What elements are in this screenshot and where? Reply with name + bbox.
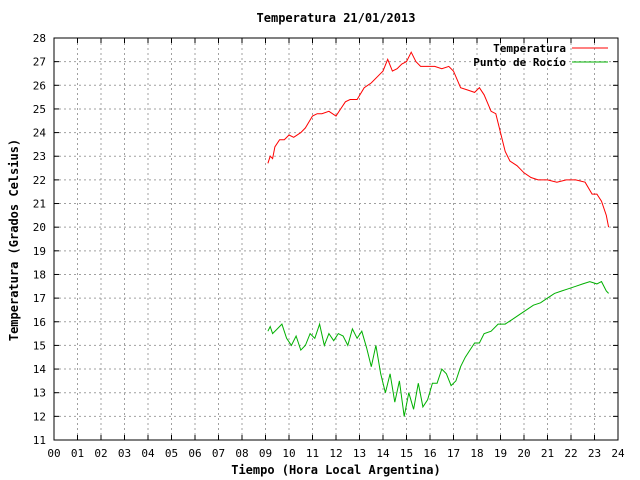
y-tick-label: 23: [33, 150, 46, 163]
series-line-punto-de-rocio: [267, 280, 609, 417]
y-axis-label: Temperatura (Grados Celsius): [7, 139, 21, 341]
x-tick-label: 24: [611, 447, 625, 460]
y-tick-label: 18: [33, 268, 46, 281]
legend-label: Temperatura: [493, 42, 566, 55]
x-tick-label: 04: [141, 447, 155, 460]
x-tick-label: 05: [165, 447, 178, 460]
series-line-temperatura: [267, 51, 610, 228]
x-tick-label: 01: [71, 447, 84, 460]
x-tick-label: 03: [118, 447, 131, 460]
x-tick-label: 15: [400, 447, 413, 460]
x-tick-label: 17: [447, 447, 460, 460]
y-tick-label: 14: [33, 363, 47, 376]
y-tick-label: 20: [33, 221, 46, 234]
x-tick-label: 02: [94, 447, 107, 460]
x-tick-label: 08: [235, 447, 248, 460]
x-tick-label: 14: [376, 447, 390, 460]
y-tick-label: 28: [33, 32, 46, 45]
x-tick-label: 00: [47, 447, 60, 460]
x-tick-label: 07: [212, 447, 225, 460]
y-tick-label: 12: [33, 410, 46, 423]
grid-lines: [54, 38, 618, 440]
x-axis-label: Tiempo (Hora Local Argentina): [231, 463, 441, 477]
y-tick-label: 25: [33, 103, 46, 116]
x-tick-label: 21: [541, 447, 554, 460]
series-lines: [267, 51, 610, 417]
x-tick-label: 12: [329, 447, 342, 460]
y-tick-label: 19: [33, 245, 46, 258]
x-tick-label: 20: [517, 447, 530, 460]
legend-label: Punto de Rocío: [473, 56, 566, 69]
x-tick-label: 06: [188, 447, 201, 460]
y-tick-label: 15: [33, 339, 46, 352]
x-tick-label: 22: [564, 447, 577, 460]
x-tick-label: 23: [588, 447, 601, 460]
x-tick-label: 19: [494, 447, 507, 460]
y-tick-label: 21: [33, 198, 46, 211]
x-tick-label: 11: [306, 447, 319, 460]
y-tick-label: 13: [33, 387, 46, 400]
y-tick-label: 27: [33, 56, 46, 69]
x-tick-label: 18: [470, 447, 483, 460]
y-tick-label: 17: [33, 292, 46, 305]
y-tick-label: 24: [33, 127, 47, 140]
x-tick-label: 10: [282, 447, 295, 460]
x-axis-ticks: 00 01 02 03 04 05 06 07 08 09 10 11 12 13 14 15 16 17 18 19…: [47, 38, 625, 460]
y-tick-label: 26: [33, 79, 46, 92]
x-tick-label: 13: [353, 447, 366, 460]
y-axis-ticks: 11 12 13 14 15 16 17 18 19 20 21 22 23 24 25 26 27 28: [33, 32, 618, 447]
x-tick-label: 16: [423, 447, 436, 460]
chart-title: Temperatura 21/01/2013: [257, 11, 416, 25]
x-tick-label: 09: [259, 447, 272, 460]
y-tick-label: 22: [33, 174, 46, 187]
y-tick-label: 11: [33, 434, 46, 447]
y-tick-label: 16: [33, 316, 46, 329]
